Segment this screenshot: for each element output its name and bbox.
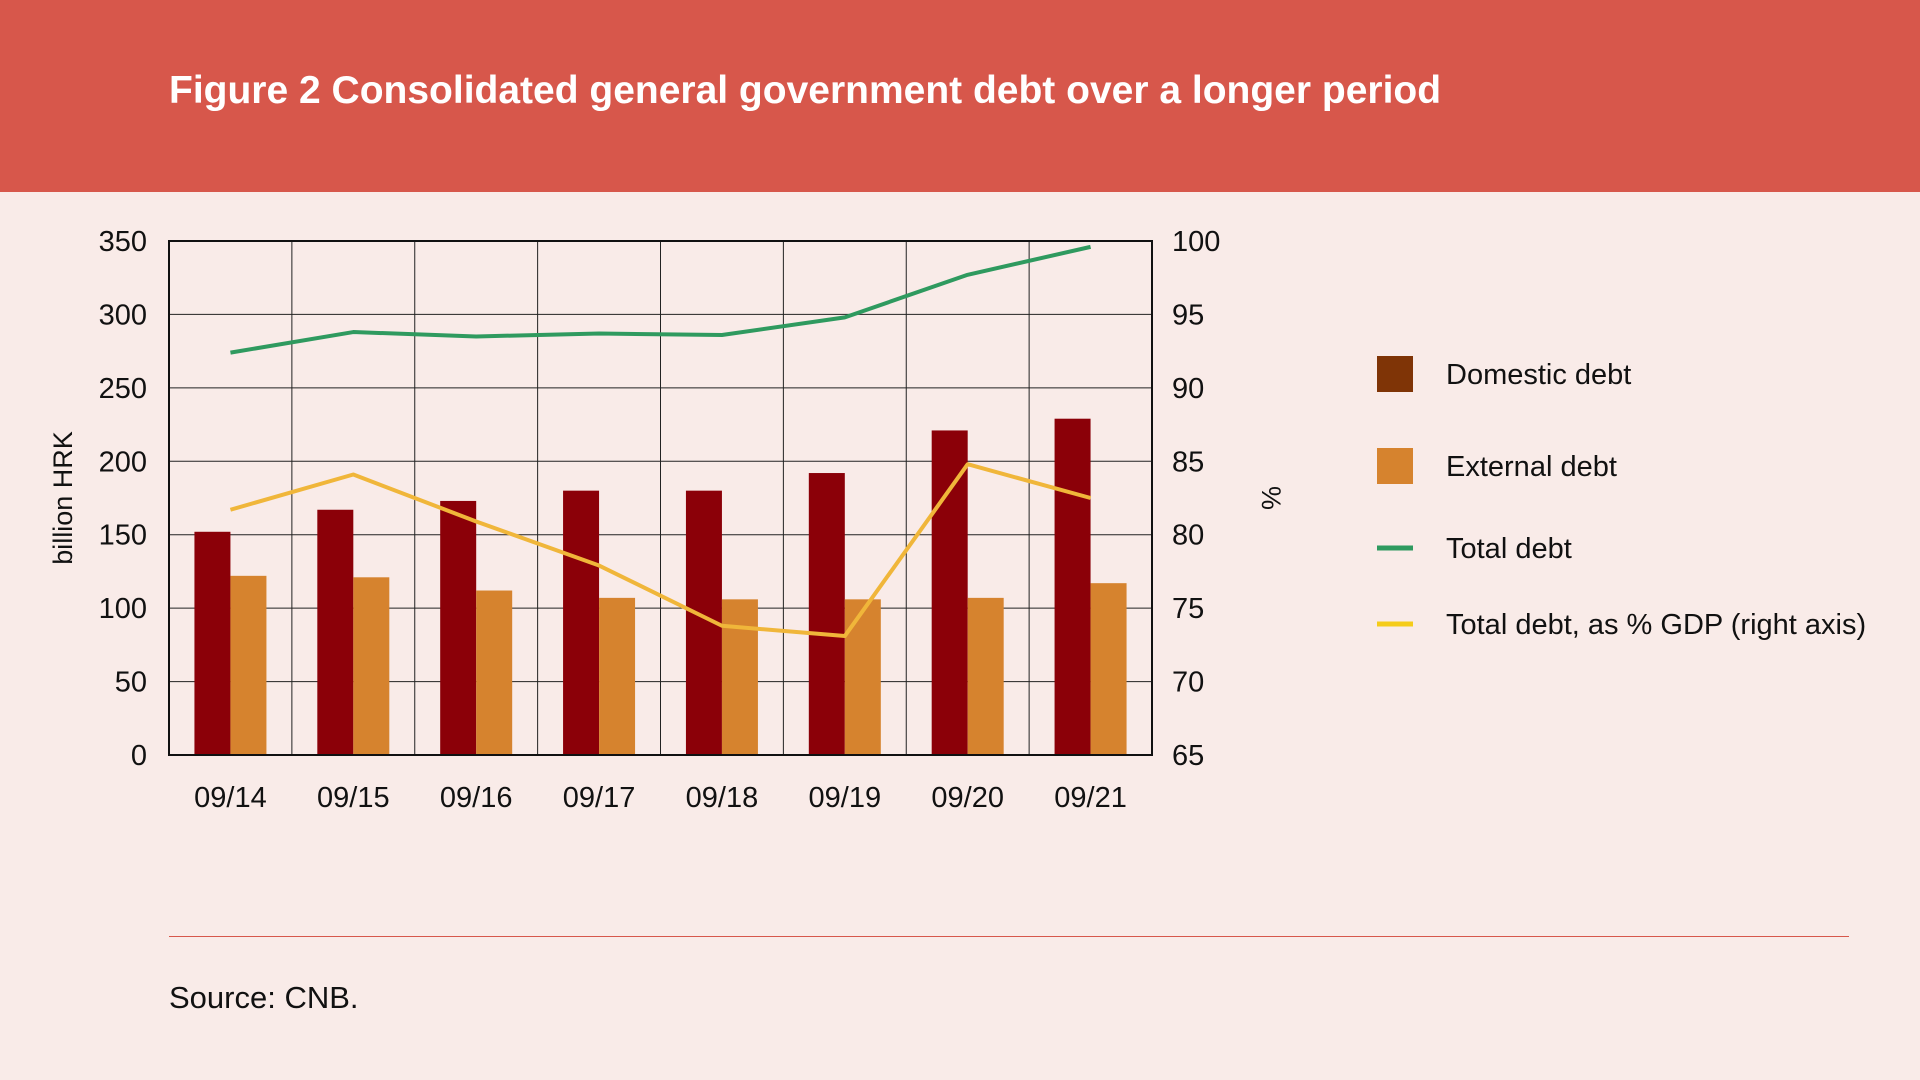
y2-tick-label: 80 <box>1172 520 1204 552</box>
x-tick-label: 09/18 <box>686 782 759 814</box>
y2-tick-label: 75 <box>1172 593 1204 625</box>
x-tick-label: 09/17 <box>563 782 636 814</box>
x-tick-label: 09/16 <box>440 782 513 814</box>
legend-total-debt: Total debt <box>1377 533 1572 565</box>
y-tick-label: 100 <box>99 593 147 625</box>
bar-external-debt <box>967 597 1004 755</box>
plot-frame <box>168 240 1153 756</box>
bar-external-debt <box>353 577 390 755</box>
legend-label: External debt <box>1446 451 1617 483</box>
y2-tick-label: 65 <box>1172 740 1204 772</box>
bar-external-debt <box>599 597 636 755</box>
y-tick-label: 300 <box>99 299 147 331</box>
bar-external-debt <box>476 590 513 755</box>
x-tick-label: 09/14 <box>194 782 267 814</box>
bar-domestic-debt <box>808 473 845 755</box>
source-note: Source: CNB. <box>169 980 359 1015</box>
legend-total-debt-gdp: Total debt, as % GDP (right axis) <box>1377 609 1866 641</box>
y2-axis-title: % <box>1256 486 1286 510</box>
x-tick-label: 09/20 <box>931 782 1004 814</box>
line-total-debt <box>230 244 1092 355</box>
header-banner: Figure 2 Consolidated general government… <box>0 0 1920 192</box>
legend: Domestic debt External debt Total debt Tota… <box>1377 356 1866 641</box>
legend-swatch <box>1377 356 1413 392</box>
bar-external-debt <box>844 599 881 755</box>
bar-domestic-debt <box>931 430 968 755</box>
y2-tick-label: 100 <box>1172 226 1220 258</box>
y-tick-label: 50 <box>115 667 147 699</box>
y-tick-label: 150 <box>99 520 147 552</box>
bar-domestic-debt <box>440 500 477 755</box>
y2-tick-label: 95 <box>1172 299 1204 331</box>
x-tick-label: 09/21 <box>1054 782 1127 814</box>
figure-title: Figure 2 Consolidated general government… <box>169 69 1442 112</box>
legend-label: Total debt, as % GDP (right axis) <box>1446 609 1866 641</box>
y2-tick-label: 85 <box>1172 446 1204 478</box>
y2-tick-label: 70 <box>1172 667 1204 699</box>
legend-swatch <box>1377 448 1413 484</box>
bar-external-debt <box>1090 583 1127 755</box>
bar-domestic-debt <box>194 531 231 755</box>
x-tick-label: 09/19 <box>809 782 882 814</box>
x-tick-label: 09/15 <box>317 782 390 814</box>
y2-tick-label: 90 <box>1172 373 1204 405</box>
legend-label: Total debt <box>1446 533 1572 565</box>
line-total-debt-gdp <box>229 462 1092 639</box>
grid-lines <box>169 240 1152 756</box>
legend-label: Domestic debt <box>1446 359 1631 391</box>
bar-domestic-debt <box>563 490 600 755</box>
legend-external-debt: External debt <box>1377 448 1617 484</box>
debt-chart: 0 50 100 150 200 250 300 350 65 70 75 80 85 90 95 100 09… <box>48 226 1866 814</box>
legend-domestic-debt: Domestic debt <box>1377 356 1631 392</box>
bar-external-debt <box>230 575 267 755</box>
y-axis-title: billion HRK <box>48 431 78 565</box>
series-lines <box>229 244 1092 639</box>
y-tick-label: 250 <box>99 373 147 405</box>
y-tick-label: 350 <box>99 226 147 258</box>
bar-external-debt <box>721 599 758 755</box>
tick-labels: 0 50 100 150 200 250 300 350 65 70 75 80 85 90 95 100 09… <box>99 226 1221 814</box>
bar-domestic-debt <box>317 509 354 755</box>
y-tick-label: 0 <box>131 740 147 772</box>
footer-divider <box>169 936 1849 937</box>
bars <box>194 418 1127 755</box>
y-tick-label: 200 <box>99 446 147 478</box>
bar-domestic-debt <box>1054 418 1091 755</box>
